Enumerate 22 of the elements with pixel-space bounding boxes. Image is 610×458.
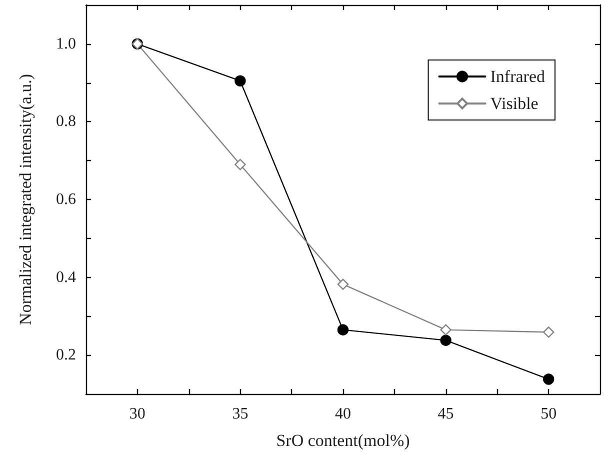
point xyxy=(234,75,246,86)
point xyxy=(337,278,349,290)
x-tick-label: 45 xyxy=(438,406,454,422)
y-axis-title: Normalized integrated intensity(a.u.) xyxy=(16,74,35,326)
x-tick-label: 50 xyxy=(540,406,557,422)
y-tick-label: 0.8 xyxy=(56,113,76,130)
point xyxy=(440,324,452,336)
y-tick-label: 0.6 xyxy=(56,191,76,208)
x-axis-title: SrO content(mol%) xyxy=(276,431,410,450)
x-tick-label: 40 xyxy=(335,406,351,422)
point xyxy=(234,158,246,170)
legend-label: Visible xyxy=(490,94,538,113)
x-tick-label: 30 xyxy=(129,406,146,422)
point xyxy=(543,326,554,338)
y-tick-label: 0.2 xyxy=(56,346,76,364)
y-tick-label: 1.0 xyxy=(56,35,76,52)
legend-label: Infrared xyxy=(490,67,546,86)
point xyxy=(440,334,452,346)
point xyxy=(543,374,554,385)
y-tick-label: 0.4 xyxy=(56,268,76,286)
point xyxy=(337,324,349,336)
x-tick-label: 35 xyxy=(232,406,248,422)
